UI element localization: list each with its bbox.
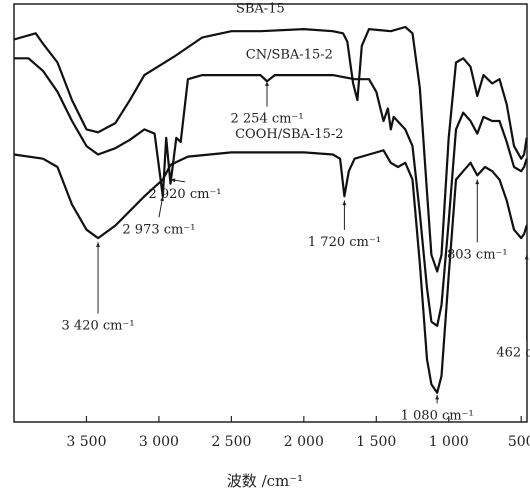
series-line-cooh-sba-15-2 — [13, 149, 528, 394]
series-line-sba-15 — [13, 25, 528, 273]
annotation-arrowhead — [96, 242, 100, 247]
x-tick-label: 500 — [508, 434, 530, 450]
series-line-cn-sba-15-2 — [14, 57, 528, 327]
annotation-arrowhead — [160, 196, 164, 202]
peak-label: 2 920 cm⁻¹ — [148, 187, 221, 202]
x-tick-label: 1 000 — [429, 434, 469, 450]
peak-label: 3 420 cm⁻¹ — [62, 319, 135, 334]
x-axis-label: 波数 /cm⁻¹ — [227, 472, 303, 490]
peak-annotations: SBA-15 CN/SBA-15-2 COOH/SBA-15-22 254 cm⁻¹… — [62, 1, 530, 423]
x-tick-label: 1 500 — [356, 434, 396, 450]
x-tick-label: 2 500 — [211, 434, 251, 450]
x-tick-label: 3 000 — [139, 434, 179, 450]
series-label: SBA-15 — [236, 1, 285, 16]
annotation-arrowhead — [342, 200, 347, 206]
annotation-arrowhead — [265, 81, 269, 86]
annotation-arrowhead — [475, 179, 480, 185]
plot-frame — [13, 3, 528, 423]
series-label: COOH/SBA-15-2 — [235, 127, 343, 142]
x-tick-label: 2 000 — [284, 434, 324, 450]
annotation-arrowhead — [170, 178, 176, 183]
peak-label: 1 080 cm⁻¹ — [401, 408, 474, 423]
x-axis-ticks: 3 500 3 000 2 500 2 000 1 500 1 000 500 — [66, 416, 530, 450]
peak-label: 1 720 cm⁻¹ — [308, 235, 381, 250]
x-tick-label: 3 500 — [66, 434, 106, 450]
peak-label: 2 254 cm⁻¹ — [231, 112, 304, 127]
peak-label: 803 cm⁻¹ — [447, 247, 508, 262]
annotation-arrowhead — [435, 394, 440, 400]
spectra-series — [13, 25, 528, 394]
series-label: CN/SBA-15-2 — [246, 47, 333, 62]
peak-label: 462 cm⁻¹ — [496, 346, 530, 361]
peak-label: 2 973 cm⁻¹ — [122, 222, 195, 237]
annotation-arrowhead — [524, 254, 529, 260]
